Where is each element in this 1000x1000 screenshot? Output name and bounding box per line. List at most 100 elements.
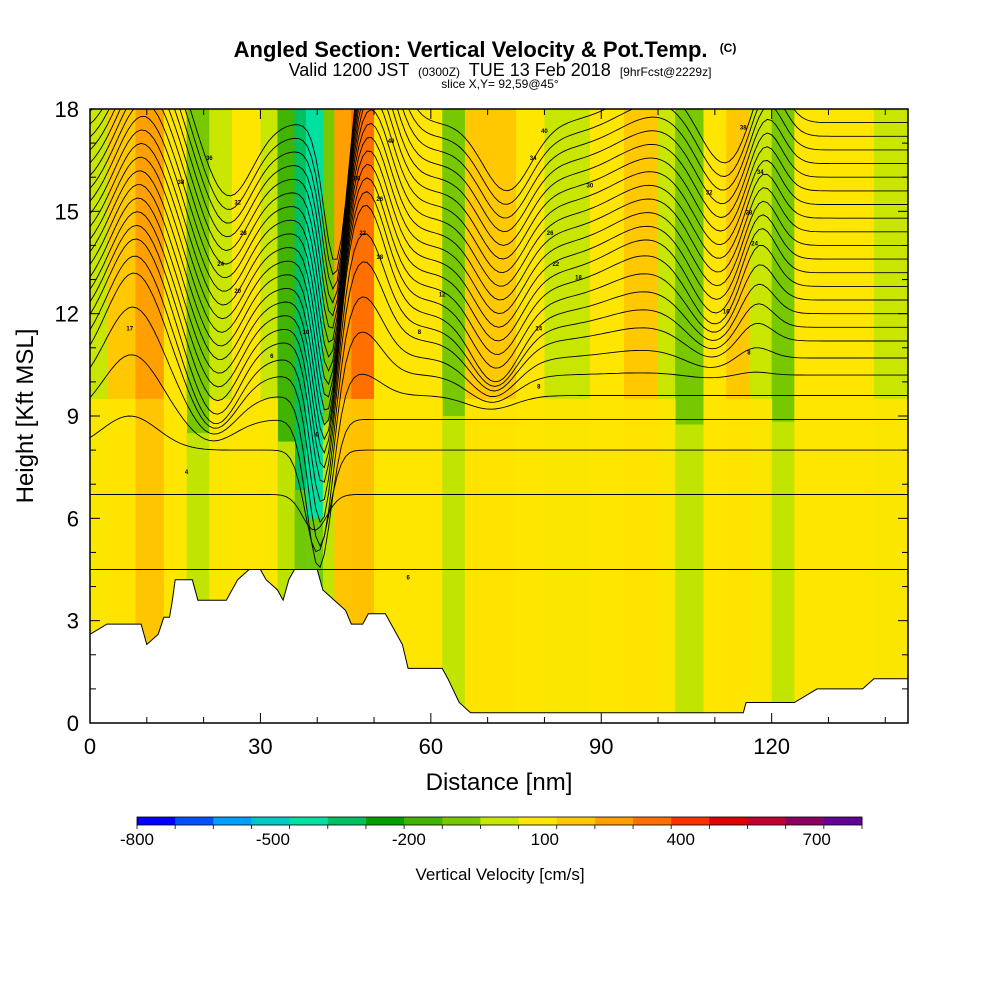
colorbar-swatch [137,817,176,825]
contour-label: 17 [126,327,133,333]
y-tick-label: 12 [55,302,79,327]
low-velocity-band [589,398,625,723]
colorbar-swatch [251,817,291,825]
colorbar-swatch [671,817,710,825]
contour-label: 8 [418,330,422,336]
contour-label: 26 [547,231,554,237]
contour-label: 32 [234,201,241,207]
y-tick-label: 15 [55,199,79,224]
y-axis: 0 3 6 9 12 15 18 [55,97,908,736]
colorbar-swatch [709,817,748,825]
contour-label: 24 [217,262,224,268]
low-velocity-band [828,398,875,723]
contour-label: 6 [406,576,410,582]
colorbar-swatch [785,817,825,825]
colorbar-tick-label: 400 [667,830,695,849]
contour-label: 34 [757,170,764,176]
low-velocity-band [322,421,335,723]
low-level-velocity-field [90,398,908,723]
x-axis-title: Distance [nm] [426,769,573,796]
theta-contour [90,109,908,358]
colorbar: -800 -500 -200 100 400 700 [120,816,863,849]
y-tick-label: 3 [67,609,79,634]
theta-contour [90,415,908,553]
subtitle-prefix: Valid 1200 JST [289,60,410,80]
y-tick-label: 9 [67,404,79,429]
slice-text: slice X,Y= 92,59@45° [441,77,559,91]
contour-label: 24 [751,241,758,247]
colorbar-swatch [327,817,367,825]
theta-contour [90,150,908,398]
plot-area: 17 38 36 32 28 24 20 6 10 0 30 26 22 18 40 12 8 40 34 30 26 2… [90,109,908,723]
contour-label: 34 [530,156,537,162]
terrain-fill [90,569,908,723]
low-velocity-band [544,398,591,723]
chart-title-mark: (C) [720,41,737,55]
x-axis: 0 30 60 90 120 [84,109,886,759]
colorbar-swatch [365,817,405,825]
colorbar-swatch [213,817,252,825]
colorbar-swatch [633,817,672,825]
chart-subtitle: Valid 1200 JST (0300Z) TUE 13 Feb 2018 [… [289,60,712,80]
x-tick-label: 0 [84,734,96,759]
y-axis-title: Height [Kft MSL] [12,329,39,504]
theta-contour [90,238,908,483]
colorbar-tick-label: 100 [531,830,559,849]
theta-contour [90,122,908,373]
terrain [90,569,908,723]
low-velocity-band [675,424,704,723]
x-tick-label: 30 [248,734,272,759]
low-velocity-band [771,421,795,723]
subtitle-fcst: [9hrFcst@2229z] [620,65,712,79]
contour-label: 40 [388,139,395,145]
x-tick-label: 90 [589,734,613,759]
contour-label: 40 [541,129,548,135]
theta-contour [90,204,908,454]
contour-label: 16 [723,310,730,316]
contour-label: 12 [439,293,446,299]
theta-contour [90,224,908,469]
low-velocity-band [794,398,829,723]
theta-contour [90,136,908,386]
theta-contour [90,109,908,343]
theta-contour [90,109,908,304]
theta-contour [90,306,908,548]
contour-label: 30 [354,177,361,183]
contour-label: 22 [552,262,559,268]
y-tick-label: 18 [55,97,79,122]
theta-contour [90,354,908,569]
low-velocity-band [623,398,659,723]
contour-label: 38 [178,180,185,186]
theta-contour [90,272,908,524]
low-velocity-band [726,398,750,723]
contour-label: 32 [706,190,713,196]
theta-contour [90,109,908,276]
contour-label: 26 [376,197,383,203]
x-tick-label: 60 [419,734,443,759]
contour-label: 8 [747,351,751,357]
colorbar-tick-label: -200 [392,830,426,849]
contour-label: 38 [740,125,747,131]
low-velocity-band [464,398,489,723]
colorbar-frame [136,816,863,826]
chart-title: Angled Section: Vertical Velocity & Pot.… [234,37,737,62]
theta-contour [90,177,908,426]
low-velocity-band [487,398,517,723]
contour-label: 28 [240,231,247,237]
chart-title-text: Angled Section: Vertical Velocity & Pot.… [234,37,708,62]
colorbar-swatch [594,817,634,825]
contour-label: 20 [234,289,241,295]
theta-contour [90,109,908,317]
contour-label: 8 [537,385,541,391]
contour-label: 18 [575,276,582,282]
colorbar-tick-label: -500 [256,830,290,849]
colorbar-swatch [289,817,329,825]
x-tick-label: 120 [753,734,790,759]
low-velocity-band [873,398,908,723]
colorbar-tick-label: 700 [803,830,831,849]
colorbar-swatch [556,817,596,825]
y-tick-label: 6 [67,506,79,531]
colorbar-swatch [404,817,443,825]
contour-label: 0 [316,432,320,438]
